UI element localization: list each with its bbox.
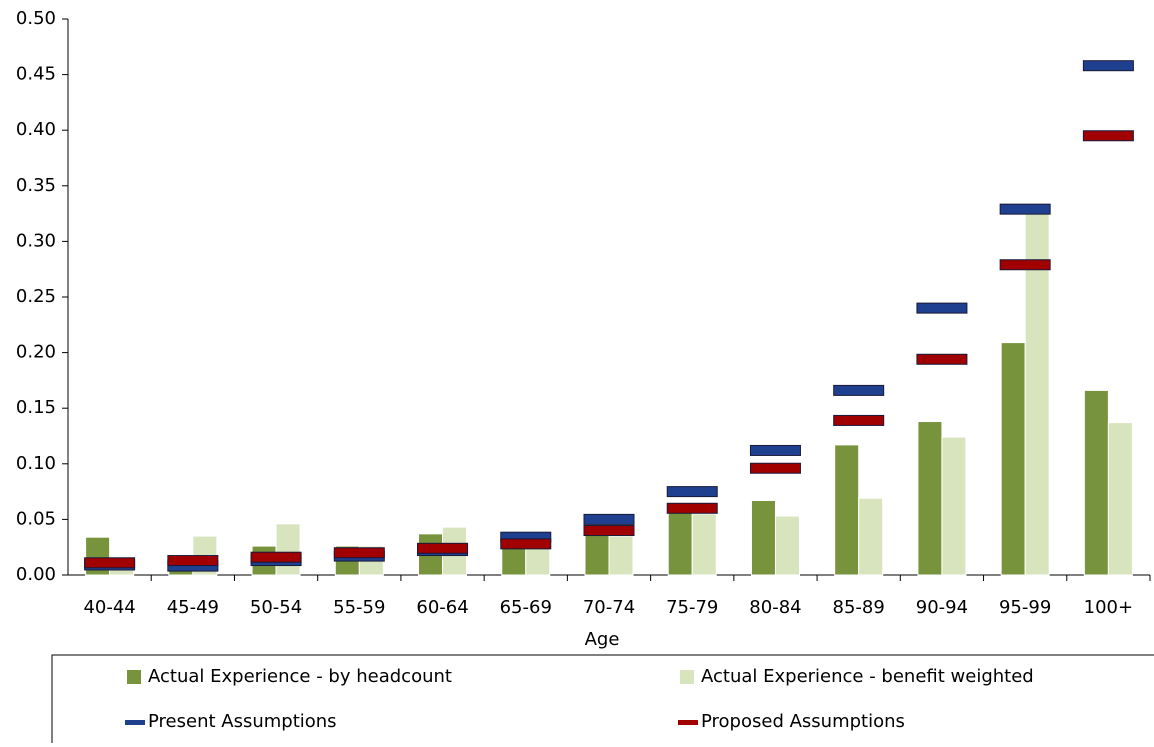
bar — [1000, 342, 1026, 576]
x-tick-label: 60-64 — [416, 597, 468, 618]
x-tick-label: 85-89 — [833, 597, 885, 618]
y-tick-label: 0.35 — [16, 175, 56, 196]
x-tick-label: 45-49 — [167, 597, 219, 618]
bar — [608, 535, 634, 576]
dash-marker — [916, 353, 968, 365]
bar — [691, 513, 717, 576]
legend-swatch — [127, 670, 141, 684]
y-tick-label: 0.20 — [16, 342, 56, 363]
bar — [1024, 213, 1050, 576]
bar — [750, 499, 776, 576]
dash-marker — [500, 538, 552, 550]
dash-marker — [583, 525, 635, 537]
x-axis-label: Age — [585, 629, 620, 650]
y-tick-label: 0.15 — [16, 397, 56, 418]
dash-marker — [84, 557, 136, 569]
dash-marker — [749, 462, 801, 474]
x-tick-label: 90-94 — [916, 597, 968, 618]
y-tick-label: 0.25 — [16, 286, 56, 307]
dash-marker — [1082, 60, 1134, 72]
dash-marker — [333, 547, 385, 559]
legend-label: Proposed Assumptions — [701, 711, 905, 732]
dash-marker — [833, 384, 885, 396]
legend-label: Actual Experience - by headcount — [148, 666, 452, 687]
y-tick-label: 0.00 — [16, 564, 56, 585]
x-tick-label: 100+ — [1084, 597, 1133, 618]
x-tick-label: 95-99 — [999, 597, 1051, 618]
bar — [774, 515, 800, 576]
x-tick-label: 65-69 — [500, 597, 552, 618]
bar — [667, 510, 693, 576]
dash-marker — [167, 555, 219, 567]
legend-swatch — [125, 720, 145, 725]
x-tick-label: 55-59 — [333, 597, 385, 618]
legend-label: Present Assumptions — [148, 711, 337, 732]
legend-swatch — [678, 720, 698, 725]
bar — [917, 421, 943, 576]
bar — [584, 530, 610, 576]
y-tick-label: 0.50 — [16, 8, 56, 29]
x-tick-label: 80-84 — [749, 597, 801, 618]
dash-marker — [749, 444, 801, 456]
x-tick-label: 70-74 — [583, 597, 635, 618]
y-tick-label: 0.30 — [16, 230, 56, 251]
dash-marker — [916, 302, 968, 314]
bar — [1083, 389, 1109, 576]
x-tick-label: 40-44 — [83, 597, 135, 618]
legend-swatch — [680, 670, 694, 684]
bar — [834, 444, 860, 576]
legend-label: Actual Experience - benefit weighted — [701, 666, 1034, 687]
dash-marker — [417, 542, 469, 554]
dash-marker — [583, 513, 635, 525]
y-tick-label: 0.05 — [16, 508, 56, 529]
bar — [275, 523, 301, 576]
dash-marker — [999, 259, 1051, 271]
dash-marker — [999, 203, 1051, 215]
dash-marker — [666, 486, 718, 498]
dash-marker — [833, 414, 885, 426]
dash-marker — [666, 502, 718, 514]
dash-marker — [1082, 130, 1134, 142]
bar — [858, 497, 884, 576]
bar — [941, 436, 967, 576]
x-tick-label: 75-79 — [666, 597, 718, 618]
y-tick-label: 0.40 — [16, 119, 56, 140]
bar — [1107, 422, 1133, 576]
x-tick-label: 50-54 — [250, 597, 302, 618]
y-tick-label: 0.45 — [16, 64, 56, 85]
dash-marker — [250, 551, 302, 563]
legend-box — [51, 654, 1154, 747]
y-tick-label: 0.10 — [16, 453, 56, 474]
